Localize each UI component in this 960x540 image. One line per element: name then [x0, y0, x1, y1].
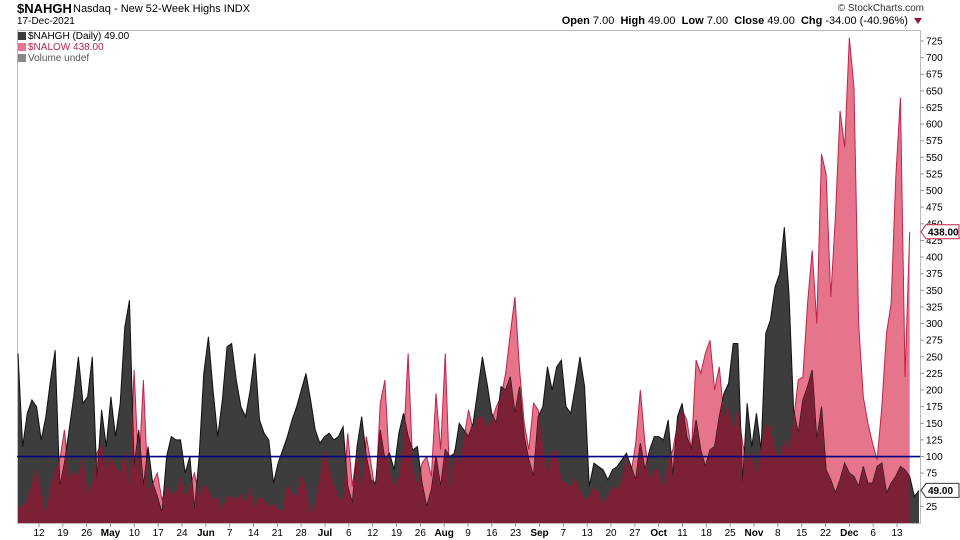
- y-tick-label: 600: [926, 120, 943, 131]
- x-tick-label: May: [101, 528, 121, 539]
- close-label: Close: [734, 15, 765, 27]
- y-tick-label: 100: [926, 452, 943, 463]
- x-tick-label: 18: [701, 528, 713, 539]
- y-tick-label: 475: [926, 203, 943, 214]
- x-tick-label: 8: [775, 528, 781, 539]
- y-tick-label: 725: [926, 36, 943, 47]
- x-tick-label: Jun: [197, 528, 215, 539]
- y-tick-label: 500: [926, 186, 943, 197]
- legend-secondary: $NALOW 438.00: [18, 42, 129, 53]
- y-tick-label: 150: [926, 419, 943, 430]
- x-tick-label: 12: [367, 528, 379, 539]
- legend-swatch-highs: [18, 32, 26, 40]
- y-tick-label: 225: [926, 369, 943, 380]
- x-tick-label: 28: [296, 528, 308, 539]
- y-tick-label: 250: [926, 352, 943, 363]
- x-tick-label: Sep: [530, 528, 548, 539]
- x-tick-label: Nov: [745, 528, 764, 539]
- down-triangle-icon: [914, 18, 922, 25]
- x-tick-label: 27: [629, 528, 641, 539]
- y-tick-label: 525: [926, 169, 943, 180]
- x-tick-label: 25: [725, 528, 737, 539]
- x-tick-label: 26: [415, 528, 427, 539]
- x-tick-label: 26: [81, 528, 93, 539]
- y-tick-label: 175: [926, 402, 943, 413]
- y-tick-label: 550: [926, 153, 943, 164]
- chg-value: -34.00 (-40.96%): [825, 15, 908, 27]
- y-tick-label: 125: [926, 435, 943, 446]
- x-tick-label: Aug: [434, 528, 453, 539]
- x-tick-label: 10: [129, 528, 141, 539]
- chart-date: 17-Dec-2021: [17, 16, 75, 27]
- open-value: 7.00: [592, 15, 615, 27]
- y-tick-label: 625: [926, 103, 943, 114]
- x-tick-label: 24: [176, 528, 188, 539]
- last-value-nalow-text: 438.00: [928, 227, 959, 238]
- y-tick-label: 575: [926, 136, 943, 147]
- chg-label: Chg: [800, 15, 823, 27]
- legend-volume-label: Volume undef: [28, 53, 90, 64]
- chart-header: $NAHGH Nasdaq - New 52-Week Highs INDX 1…: [0, 0, 960, 30]
- legend-volume: Volume undef: [18, 53, 129, 64]
- y-tick-label: 300: [926, 319, 943, 330]
- x-tick-label: 20: [605, 528, 617, 539]
- high-value: 49.00: [647, 15, 676, 27]
- overlap-area: [18, 227, 910, 523]
- x-tick-label: 15: [796, 528, 808, 539]
- x-tick-label: 9: [465, 528, 471, 539]
- legend-swatch-lows: [18, 43, 26, 51]
- legend-primary: $NAHGH (Daily) 49.00: [18, 31, 129, 42]
- last-value-nahgh-box: [920, 482, 960, 498]
- y-tick-label: 25: [926, 502, 938, 513]
- x-tick-label: Jul: [318, 528, 333, 539]
- y-tick-label: 325: [926, 302, 943, 313]
- x-tick-label: 19: [57, 528, 69, 539]
- y-tick-label: 275: [926, 336, 943, 347]
- low-label: Low: [681, 15, 704, 27]
- y-tick-label: 75: [926, 469, 938, 480]
- close-value: 49.00: [767, 15, 795, 27]
- x-tick-label: 19: [391, 528, 403, 539]
- last-value-nahgh-text: 49.00: [928, 486, 953, 497]
- y-tick-label: 200: [926, 386, 943, 397]
- y-tick-label: 425: [926, 236, 943, 247]
- brand-watermark: © StockCharts.com: [837, 3, 924, 14]
- x-tick-label: 13: [582, 528, 594, 539]
- legend-secondary-label: $NALOW 438.00: [28, 42, 104, 53]
- x-tick-label: 7: [561, 528, 567, 539]
- x-tick-label: 12: [33, 528, 45, 539]
- x-tick-label: Oct: [650, 528, 667, 539]
- low-value: 7.00: [706, 15, 729, 27]
- y-tick-label: 700: [926, 53, 943, 64]
- x-tick-label: 13: [891, 528, 903, 539]
- open-label: Open: [561, 15, 590, 27]
- x-tick-label: 21: [272, 528, 284, 539]
- high-label: High: [620, 15, 645, 27]
- legend: $NAHGH (Daily) 49.00 $NALOW 438.00 Volum…: [18, 31, 129, 64]
- x-tick-label: 11: [677, 528, 688, 539]
- x-tick-label: 6: [870, 528, 876, 539]
- x-tick-label: 17: [153, 528, 165, 539]
- y-tick-label: 650: [926, 86, 943, 97]
- last-value-nalow-box: [920, 224, 960, 240]
- y-tick-label: 400: [926, 253, 943, 264]
- x-tick-label: 7: [227, 528, 233, 539]
- x-tick-label: Dec: [840, 528, 859, 539]
- x-tick-label: 6: [346, 528, 352, 539]
- y-tick-label: 675: [926, 70, 943, 81]
- y-tick-label: 375: [926, 269, 943, 280]
- x-tick-label: 14: [248, 528, 260, 539]
- x-tick-label: 23: [510, 528, 522, 539]
- x-tick-label: 16: [486, 528, 498, 539]
- legend-primary-label: $NAHGH (Daily) 49.00: [28, 31, 130, 42]
- y-tick-label: 350: [926, 286, 943, 297]
- ohlc-readout: Open 7.00 High 49.00 Low 7.00 Close 49.0…: [562, 15, 922, 27]
- legend-swatch-volume: [18, 54, 26, 62]
- symbol-description: Nasdaq - New 52-Week Highs INDX: [73, 3, 251, 15]
- x-tick-label: 22: [820, 528, 832, 539]
- symbol-title: $NAHGH: [17, 1, 72, 16]
